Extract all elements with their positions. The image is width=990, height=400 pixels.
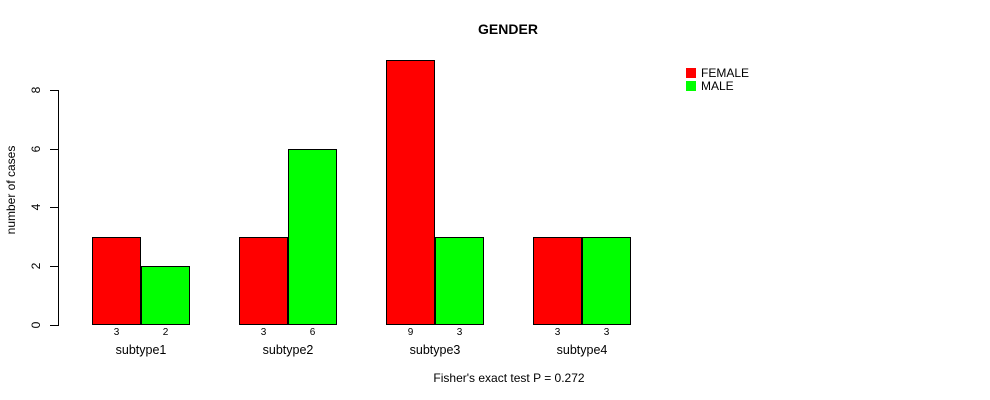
y-tick-label: 4 xyxy=(29,203,43,211)
category-label-subtype2: subtype2 xyxy=(262,343,314,357)
bar-male-subtype1 xyxy=(141,266,190,325)
y-axis-line xyxy=(58,90,59,326)
bar-value-label: 9 xyxy=(407,327,414,338)
bar-value-label: 2 xyxy=(162,327,169,338)
chart-title: GENDER xyxy=(478,21,538,37)
bar-value-label: 3 xyxy=(554,327,561,338)
bar-value-label: 6 xyxy=(309,327,316,338)
bar-male-subtype3 xyxy=(435,237,484,325)
y-tick-label: 8 xyxy=(29,86,43,94)
bar-female-subtype4 xyxy=(533,237,582,325)
y-tick-mark xyxy=(50,90,58,91)
bar-value-label: 3 xyxy=(456,327,463,338)
bar-female-subtype3 xyxy=(386,60,435,325)
category-label-subtype3: subtype3 xyxy=(409,343,461,357)
category-label-subtype4: subtype4 xyxy=(556,343,608,357)
bar-value-label: 3 xyxy=(113,327,120,338)
legend-item-female: FEMALE xyxy=(686,65,750,80)
bar-female-subtype1 xyxy=(92,237,141,325)
y-tick-mark xyxy=(50,325,58,326)
legend-swatch-male xyxy=(686,80,696,91)
y-axis-label: number of cases xyxy=(4,145,18,235)
bar-value-label: 3 xyxy=(260,327,267,338)
legend-swatch-female xyxy=(686,67,696,78)
legend: FEMALE MALE xyxy=(686,65,750,93)
bar-male-subtype2 xyxy=(288,149,337,325)
y-tick-mark xyxy=(50,149,58,150)
y-tick-label: 6 xyxy=(29,145,43,153)
y-tick-label: 0 xyxy=(29,321,43,329)
bar-value-label: 3 xyxy=(603,327,610,338)
y-tick-label: 2 xyxy=(29,262,43,270)
legend-label: MALE xyxy=(701,78,734,93)
bar-female-subtype2 xyxy=(239,237,288,325)
y-tick-mark xyxy=(50,266,58,267)
category-label-subtype1: subtype1 xyxy=(115,343,167,357)
y-tick-mark xyxy=(50,207,58,208)
fisher-test-annotation: Fisher's exact test P = 0.272 xyxy=(433,371,585,385)
bar-male-subtype4 xyxy=(582,237,631,325)
legend-item-male: MALE xyxy=(686,78,749,93)
legend-label: FEMALE xyxy=(701,65,750,80)
